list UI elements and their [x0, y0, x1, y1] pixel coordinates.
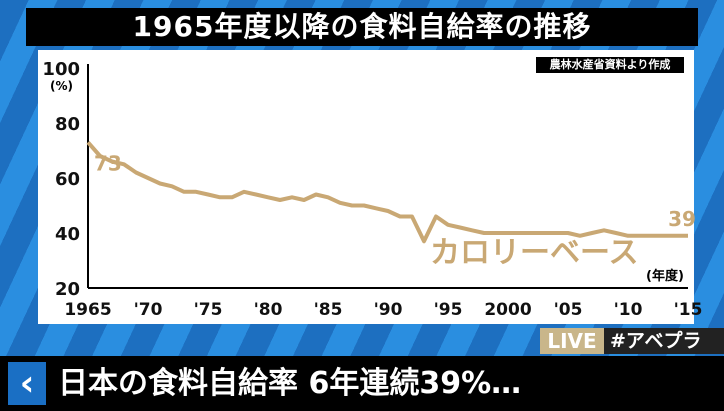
x-tick-label: 2000	[484, 300, 531, 320]
x-axis-ticks: 1965 '70 '75 '80 '85 '90 '95 2000 '05 '10 '15	[64, 300, 702, 320]
data-label-39: 39	[668, 207, 696, 231]
y-tick-label: 60	[55, 169, 80, 190]
x-tick-label: '75	[194, 300, 223, 320]
hashtag-label: #アベプラ	[604, 328, 724, 354]
chevron-left-icon[interactable]: ‹	[8, 362, 46, 405]
series-line-calorie-base	[86, 140, 688, 244]
x-tick-label: '80	[254, 300, 283, 320]
y-tick-label: 20	[55, 279, 80, 300]
x-tick-label: '05	[554, 300, 583, 320]
headline-text: 日本の食料自給率 6年連続39%…	[58, 366, 522, 401]
x-tick-label: '70	[134, 300, 163, 320]
x-tick-label: '10	[614, 300, 643, 320]
y-axis-label: (%)	[50, 79, 73, 93]
chart-title: 1965年度以降の食料自給率の推移	[26, 8, 698, 46]
series-label: カロリーベース	[430, 235, 639, 270]
headline-bar: ‹ 日本の食料自給率 6年連続39%…	[0, 356, 724, 411]
chart-panel	[38, 50, 694, 324]
y-tick-label: 40	[55, 224, 80, 245]
x-axis-label: (年度)	[646, 268, 684, 284]
data-label-73: 73	[94, 151, 122, 175]
x-tick-label: '85	[314, 300, 343, 320]
x-tick-label: 1965	[64, 300, 111, 320]
y-tick-label: 80	[55, 114, 80, 135]
data-labels: 73 39	[94, 151, 696, 231]
live-badge: LIVE	[540, 328, 604, 354]
x-tick-label: '15	[674, 300, 703, 320]
y-axis-ticks: 20 40 60 80 100	[42, 59, 80, 300]
x-tick-label: '90	[374, 300, 403, 320]
source-note: 農林水産省資料より作成	[536, 57, 684, 73]
y-tick-label: 100	[42, 59, 80, 80]
x-tick-label: '95	[434, 300, 463, 320]
